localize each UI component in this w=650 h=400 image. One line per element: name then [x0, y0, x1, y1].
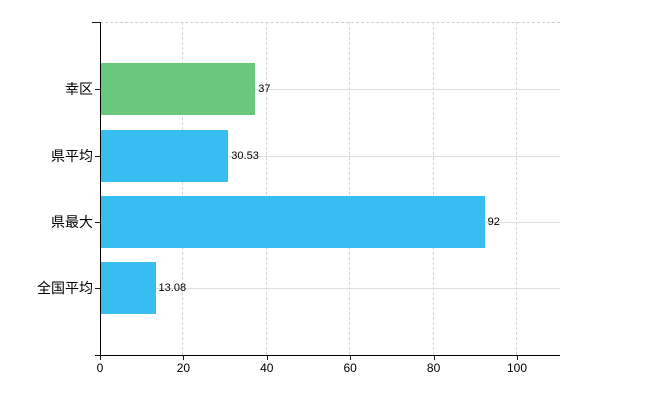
gridline-vertical: [182, 22, 184, 355]
gridline-vertical: [516, 22, 517, 355]
plot-area: 37 30.53 92 13.08: [100, 22, 560, 355]
gridline-vertical: [349, 22, 351, 355]
bar: [101, 262, 156, 314]
bar-value-label: 37: [258, 83, 271, 95]
x-tick: [183, 355, 185, 360]
bar-value-label: 30.53: [231, 149, 259, 162]
bar: [101, 63, 256, 115]
gridline-horizontal: [100, 89, 560, 90]
category-label: 県最大: [51, 213, 93, 230]
bar: [101, 129, 229, 182]
x-tick: [266, 355, 268, 360]
y-tick: [95, 155, 100, 157]
gridline-vertical: [265, 22, 267, 355]
y-tick: [95, 288, 100, 289]
gridline-horizontal: [100, 288, 560, 289]
y-tick: [95, 89, 100, 90]
y-axis-top-tick: [92, 22, 100, 23]
x-tick-label: 20: [176, 361, 191, 375]
x-tick: [350, 355, 352, 360]
gridline-horizontal: [100, 155, 560, 157]
bar-value-label: 13.08: [158, 282, 187, 294]
category-label: 全国平均: [37, 280, 93, 296]
gridline-vertical: [432, 22, 434, 355]
x-tick-label: 80: [426, 361, 441, 375]
x-tick-label: 0: [96, 361, 104, 375]
bar: [101, 195, 485, 248]
y-tick: [95, 221, 100, 223]
x-tick: [433, 355, 435, 360]
x-tick: [517, 355, 518, 360]
x-tick: [100, 355, 101, 360]
x-axis: [95, 355, 560, 356]
y-axis: [100, 22, 101, 355]
bar-value-label: 92: [487, 215, 500, 228]
category-label: 県平均: [51, 147, 93, 164]
category-label: 幸区: [65, 81, 93, 97]
plot-top-border: [100, 22, 560, 23]
x-tick-label: 60: [343, 361, 357, 375]
x-tick-label: 100: [506, 361, 528, 375]
x-tick-label: 40: [260, 361, 274, 375]
